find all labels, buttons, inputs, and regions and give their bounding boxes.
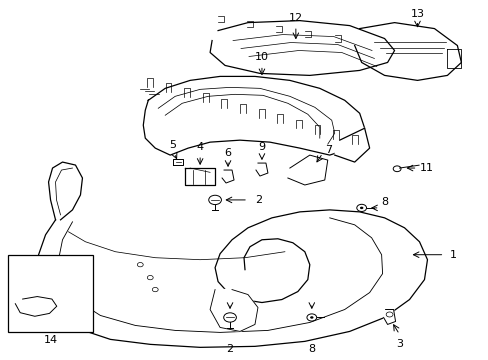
FancyBboxPatch shape [8, 255, 93, 332]
Polygon shape [210, 21, 394, 75]
Text: 11: 11 [419, 163, 433, 173]
Polygon shape [143, 76, 364, 155]
Polygon shape [383, 310, 395, 324]
Text: 14: 14 [44, 335, 58, 345]
Circle shape [309, 316, 313, 319]
Polygon shape [48, 162, 82, 220]
Polygon shape [334, 128, 369, 162]
Text: 7: 7 [324, 145, 331, 155]
Text: 13: 13 [409, 9, 424, 19]
Text: 3: 3 [395, 339, 402, 350]
Circle shape [359, 207, 363, 209]
Polygon shape [210, 289, 258, 332]
Polygon shape [354, 23, 461, 80]
Polygon shape [222, 170, 234, 183]
Text: 6: 6 [224, 148, 231, 158]
Polygon shape [255, 163, 267, 176]
Text: 9: 9 [258, 142, 265, 152]
Text: 2: 2 [254, 195, 262, 205]
Polygon shape [185, 168, 215, 185]
Text: 4: 4 [196, 142, 203, 152]
Text: 5: 5 [168, 140, 175, 150]
Polygon shape [39, 210, 427, 347]
Text: 8: 8 [307, 345, 315, 354]
Text: 8: 8 [381, 197, 388, 207]
Text: 2: 2 [226, 345, 233, 354]
Text: 12: 12 [288, 13, 302, 23]
Polygon shape [15, 297, 57, 316]
Text: 10: 10 [254, 53, 268, 62]
Text: 1: 1 [448, 250, 455, 260]
